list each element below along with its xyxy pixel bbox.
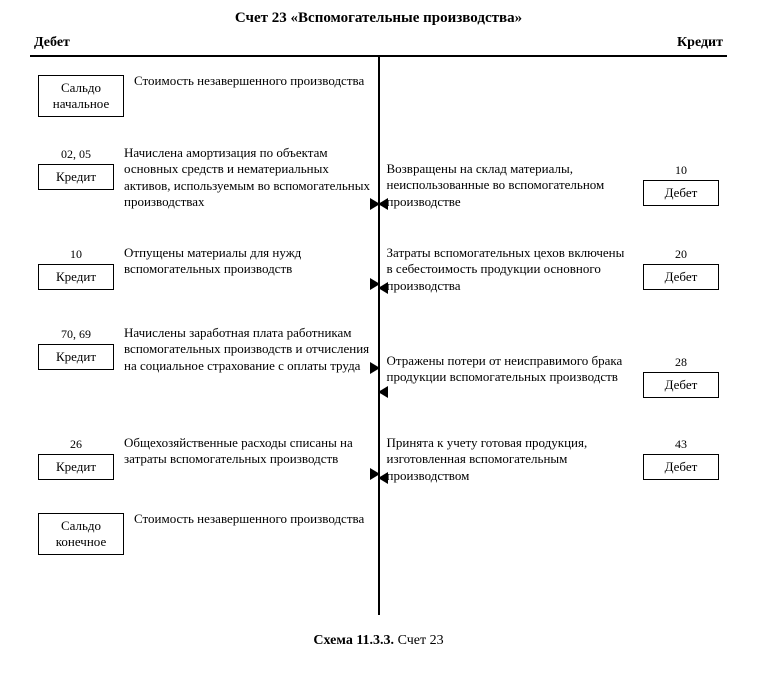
- credit-entry: Принята к учету готовая про­дукция, изго…: [379, 429, 728, 490]
- credit-entry: Затраты вспомогательных цехов включены в…: [379, 239, 728, 300]
- credit-row: Принята к учету готовая про­дукция, изго…: [30, 429, 727, 490]
- account-box-column: 10 Дебет: [643, 163, 719, 206]
- caption-text: Счет 23: [394, 633, 444, 648]
- account-box-column: 20 Дебет: [643, 247, 719, 290]
- diagram-title: Счет 23 «Вспомогательные производства»: [30, 10, 727, 27]
- account-box: Дебет: [643, 180, 719, 206]
- credit-row: Отражены потери от неиспра­вимого брака …: [30, 347, 727, 404]
- entry-description: Принята к учету готовая про­дукция, изго…: [387, 435, 634, 484]
- account-box-column: 28 Дебет: [643, 355, 719, 398]
- t-account-headers: Дебет Кредит: [30, 35, 727, 55]
- entry-description: Стоимость незавершенного производства: [134, 511, 371, 527]
- entry-description: Отражены потери от неиспра­вимого брака …: [387, 353, 634, 386]
- account-number: 20: [675, 247, 687, 262]
- entry-description: Затраты вспомогательных цехов включены в…: [387, 245, 634, 294]
- account-box-column: 43 Дебет: [643, 437, 719, 480]
- debit-entry: Сальдо начальное Стоимость незавершенного…: [30, 67, 379, 123]
- arrow-out-of-account: [378, 198, 388, 210]
- credit-entry: Отражены потери от неиспра­вимого брака …: [379, 347, 728, 404]
- диаграмма-caption: Схема 11.3.3. Счет 23: [30, 633, 727, 649]
- account-number: 28: [675, 355, 687, 370]
- account-number: 10: [675, 163, 687, 178]
- header-debit: Дебет: [34, 35, 70, 51]
- debit-row: Сальдо начальное Стоимость незавершенного…: [30, 67, 727, 123]
- credit-entry: Возвращены на склад мате­риалы, неисполь…: [379, 155, 728, 216]
- debit-row: Сальдо конечное Стоимость незавершенного …: [30, 505, 727, 561]
- account-box-column: Сальдо начальное: [38, 75, 124, 117]
- account-box: Дебет: [643, 372, 719, 398]
- account-box-column: Сальдо конечное: [38, 513, 124, 555]
- account-number: 43: [675, 437, 687, 452]
- arrow-out-of-account: [378, 472, 388, 484]
- account-box: Сальдо начальное: [38, 75, 124, 117]
- account-box: Дебет: [643, 264, 719, 290]
- entry-description: Стоимость незавершенного производства: [134, 73, 371, 89]
- arrow-out-of-account: [378, 386, 388, 398]
- account-number: 70, 69: [61, 327, 91, 342]
- debit-entry: Сальдо конечное Стоимость незавершенного …: [30, 505, 379, 561]
- account-box: Дебет: [643, 454, 719, 480]
- credit-row: Затраты вспомогательных цехов включены в…: [30, 239, 727, 300]
- caption-label: Схема 11.3.3.: [313, 633, 394, 648]
- account-box: Сальдо конечное: [38, 513, 124, 555]
- entry-description: Возвращены на склад мате­риалы, неисполь…: [387, 161, 634, 210]
- arrow-out-of-account: [378, 282, 388, 294]
- header-credit: Кредит: [677, 35, 723, 51]
- t-account-body: Сальдо начальное Стоимость незавершенного…: [30, 55, 727, 615]
- credit-row: Возвращены на склад мате­риалы, неисполь…: [30, 155, 727, 216]
